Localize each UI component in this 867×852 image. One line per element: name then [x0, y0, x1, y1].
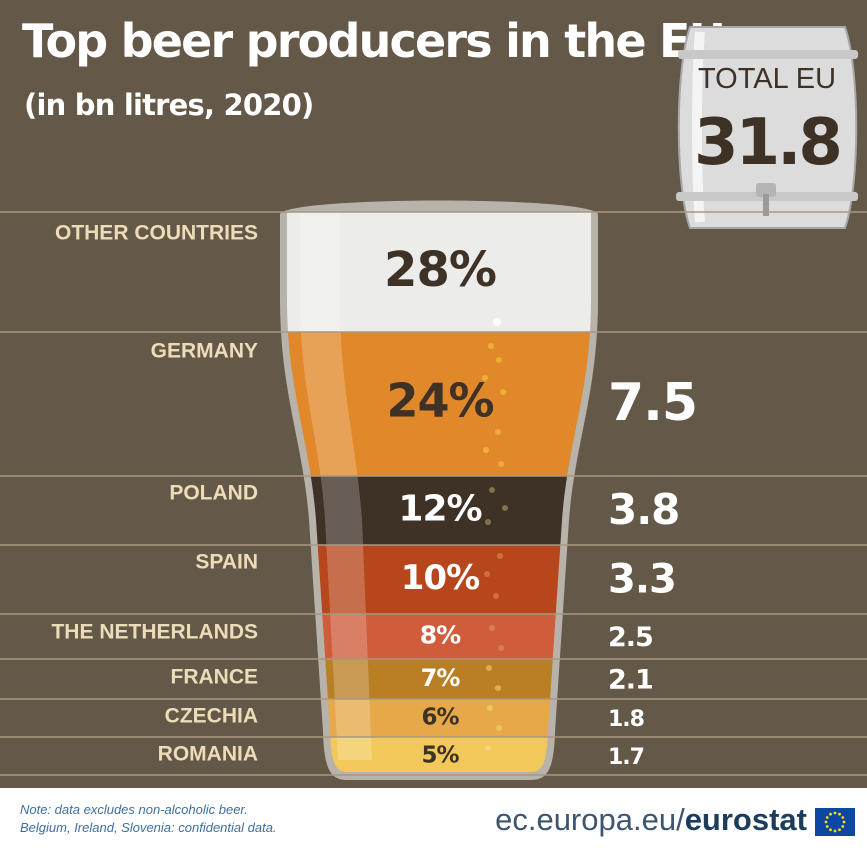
- share-france: 7%: [421, 664, 461, 692]
- flag-star: [825, 816, 829, 819]
- value-poland: 3.8: [608, 485, 679, 534]
- value-czechia: 1.8: [608, 707, 644, 732]
- bubble: [484, 571, 490, 577]
- footnote-line-1: Note: data excludes non-alcoholic beer.: [20, 802, 248, 817]
- glass-band-4: [287, 545, 591, 614]
- page-title: Top beer producers in the EU: [22, 14, 726, 68]
- bubble: [486, 665, 492, 671]
- eu-flag-icon: [815, 808, 855, 836]
- bubble: [498, 645, 504, 651]
- label-the-netherlands: THE NETHERLANDS: [51, 621, 258, 644]
- total-label: TOTAL EU: [698, 63, 836, 95]
- bubble: [502, 505, 508, 511]
- glass-band-1: [287, 212, 591, 332]
- share-romania: 5%: [421, 743, 459, 769]
- value-the-netherlands: 2.5: [608, 622, 653, 653]
- bubble: [487, 409, 493, 415]
- flag-star: [829, 812, 832, 816]
- flag-star: [841, 825, 845, 828]
- bubble: [489, 625, 495, 631]
- label-spain: SPAIN: [195, 551, 258, 574]
- bubble: [485, 519, 491, 525]
- bubble: [495, 685, 501, 691]
- bubble: [493, 593, 499, 599]
- glass-band-7: [287, 699, 591, 737]
- share-germany: 24%: [386, 374, 493, 428]
- flag-star: [825, 825, 829, 828]
- flag-star: [838, 828, 841, 832]
- bubble: [483, 447, 489, 453]
- share-spain: 10%: [401, 558, 479, 598]
- source-brand: eurostat: [684, 802, 807, 837]
- glass-band-6: [287, 659, 591, 699]
- bubble: [495, 429, 501, 435]
- barrel-icon: TOTAL EU 31.8: [676, 26, 858, 229]
- total-value: 31.8: [694, 106, 840, 180]
- bubble: [487, 705, 493, 711]
- value-france: 2.1: [608, 665, 653, 696]
- share-other-countries: 28%: [384, 242, 496, 298]
- share-poland: 12%: [398, 489, 481, 530]
- bubble: [485, 745, 491, 751]
- flag-star: [838, 812, 841, 816]
- bubble: [498, 461, 504, 467]
- beer-glass-chart: TOTAL EU 31.8 OTHER COUNTRIES 28% GERMANY 2…: [0, 26, 867, 780]
- value-spain: 3.3: [608, 557, 676, 603]
- footnote: Note: data excludes non-alcoholic beer. …: [20, 801, 277, 837]
- bubble: [489, 487, 495, 493]
- glass-band-8: [287, 737, 591, 772]
- bubble: [500, 389, 506, 395]
- label-poland: POLAND: [169, 482, 258, 505]
- label-other-countries: OTHER COUNTRIES: [55, 222, 258, 245]
- flag-star: [833, 811, 837, 815]
- label-germany: GERMANY: [151, 340, 258, 363]
- bubble: [482, 375, 488, 381]
- bubble: [496, 725, 502, 731]
- label-czechia: CZECHIA: [165, 705, 258, 728]
- value-romania: 1.7: [608, 745, 644, 770]
- glass-band-3: [287, 476, 591, 545]
- value-germany: 7.5: [608, 373, 697, 433]
- flag-star: [842, 820, 846, 824]
- footnote-line-2: Belgium, Ireland, Slovenia: confidential…: [20, 820, 277, 835]
- page-subtitle: (in bn litres, 2020): [24, 88, 314, 122]
- label-france: FRANCE: [171, 666, 259, 689]
- glass-highlight: [300, 214, 372, 760]
- source-link[interactable]: ec.europa.eu/eurostat: [495, 802, 807, 838]
- bubble: [497, 553, 503, 559]
- share-the-netherlands: 8%: [420, 621, 461, 650]
- label-romania: ROMANIA: [158, 743, 258, 766]
- source-domain: ec.europa.eu/: [495, 802, 685, 837]
- bubble: [496, 357, 502, 363]
- glass-band-2: [287, 332, 591, 476]
- share-czechia: 6%: [421, 705, 459, 731]
- flag-star: [829, 828, 832, 832]
- bubble: [488, 343, 494, 349]
- glass-band-5: [287, 614, 591, 659]
- bubble: [493, 318, 501, 326]
- flag-star: [841, 816, 845, 819]
- flag-star: [824, 820, 828, 824]
- footer: Note: data excludes non-alcoholic beer. …: [0, 788, 867, 852]
- flag-star: [833, 829, 837, 833]
